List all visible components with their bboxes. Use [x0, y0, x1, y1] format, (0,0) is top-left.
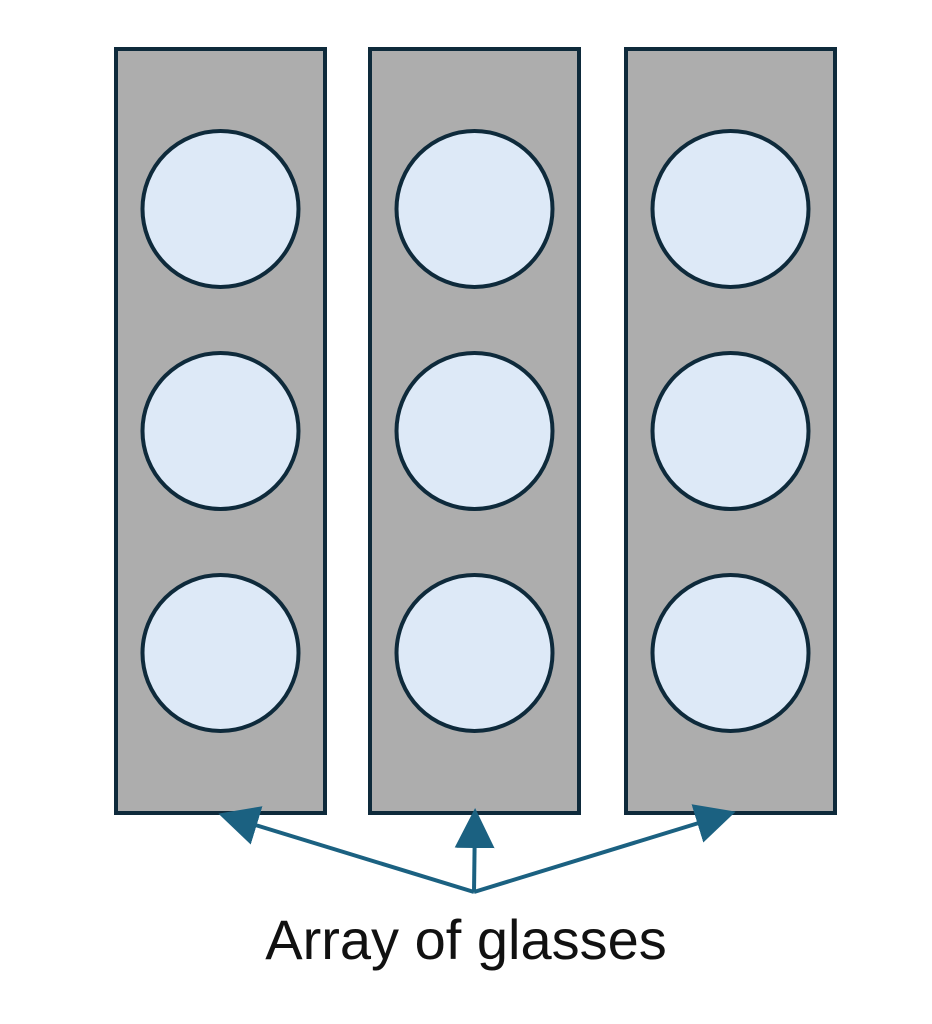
glass-column-1 — [114, 47, 327, 815]
glass-2-3 — [394, 573, 555, 733]
arrow-to-column-1 — [218, 806, 475, 894]
caption-array-of-glasses: Array of glasses — [265, 908, 667, 971]
glass-column-3 — [624, 47, 837, 815]
glass-3-3 — [650, 573, 811, 733]
glass-2-1 — [394, 129, 555, 289]
glass-column-2 — [368, 47, 581, 815]
glass-3-1 — [650, 129, 811, 289]
glass-2-2 — [394, 351, 555, 511]
glass-3-2 — [650, 351, 811, 511]
arrow-to-column-3 — [473, 804, 736, 894]
glass-1-2 — [140, 351, 301, 511]
glass-1-3 — [140, 573, 301, 733]
arrow-to-column-2 — [454, 808, 495, 893]
glass-1-1 — [140, 129, 301, 289]
